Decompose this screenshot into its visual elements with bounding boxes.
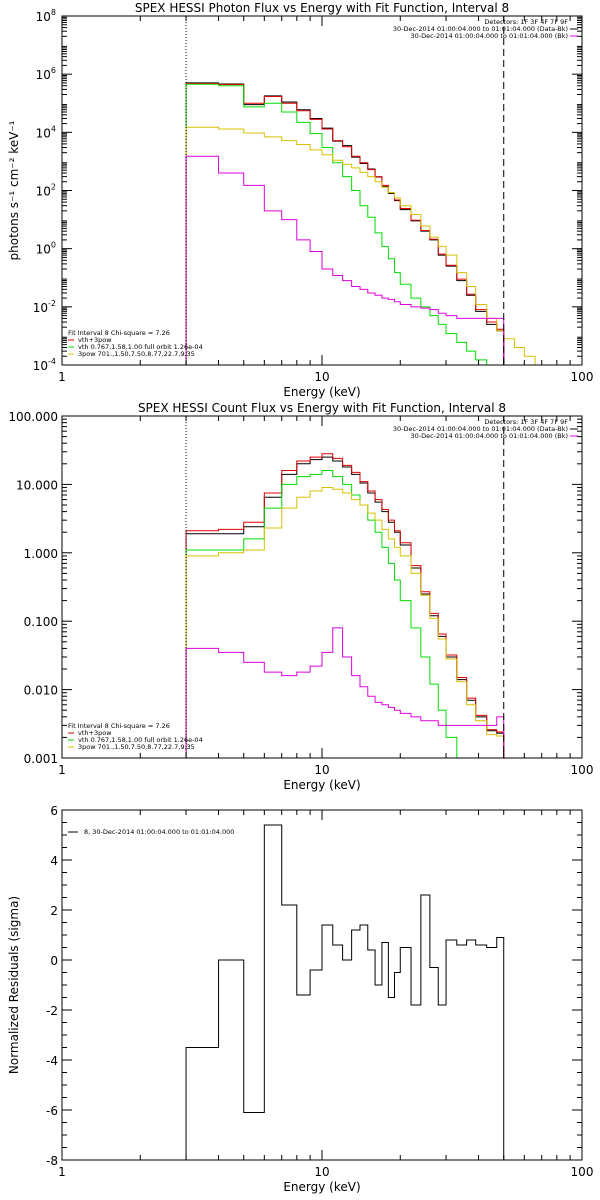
y-tick-label: 1.000 [24,547,58,561]
plot-frame [61,15,583,366]
legend-left-entry: vth 0.767,1.58,1.00 full orbit 1.26e-04 [78,343,203,351]
y-tick-label: 100.000 [8,410,58,424]
legend-left-entry: Fit Interval 8 Chi-square = 7.26 [68,329,170,337]
y-tick-base: 10 [33,359,48,373]
series-line-fit [185,453,505,758]
legend-right-entry: 30-Dec-2014 01:00:04.000 to 01:01:04.000… [411,432,569,440]
y-tick-label: 6 [50,804,58,818]
y-tick-base: 10 [33,301,48,315]
x-tick-label: 100 [571,763,594,777]
y-tick-exponent: 0 [51,241,56,250]
legend-right-entry: Detectors: 1F 3F 4F 7F 9F [484,18,568,26]
x-tick-label: 1 [58,1165,66,1179]
legend-left-entry: vth+3pow [78,336,112,344]
y-tick-exponent: -2 [48,299,56,308]
y-tick-base: 10 [36,243,51,257]
y-tick-label: 106 [36,66,56,82]
legend-right-entry: Detectors: 1F 3F 4F 7F 9F [484,418,568,426]
series-line-fit [185,82,505,365]
y-tick-label: -2 [46,1004,58,1018]
y-tick-label: -8 [46,1154,58,1168]
legend-right-entry: 30-Dec-2014 01:00:04.000 to 01:01:04.000… [393,425,568,433]
x-tick-label: 1 [58,763,66,777]
legend-right-entry: 30-Dec-2014 01:00:04.000 to 01:01:04.000… [393,25,568,33]
y-tick-label: 104 [36,124,56,140]
legend-left-entry: Fit Interval 8 Chi-square = 7.26 [68,722,170,730]
y-axis-label: Normalized Residuals (sigma) [7,896,21,1074]
legend-right-entry: 30-Dec-2014 01:00:04.000 to 01:01:04.000… [411,32,569,40]
y-tick-base: 10 [36,185,51,199]
y-tick-base: 10 [36,68,51,82]
y-tick-exponent: -4 [48,357,56,366]
x-axis-label: Energy (keV) [283,778,360,792]
x-tick-label: 1 [58,370,66,384]
y-tick-exponent: 2 [51,183,56,192]
y-tick-label: -4 [46,1054,58,1068]
series-line-background [185,155,505,365]
y-tick-label: 4 [50,854,58,868]
legend-left-entry: vth 0.767,1.58,1.00 full orbit 1.26e-04 [78,736,203,744]
legend-left-entry: 3pow 701.,1.50,7.50,8.77,22.7,9.35 [78,350,195,358]
series-line-powerlaw [185,126,557,366]
x-tick-label: 10 [314,370,329,384]
x-tick-label: 100 [571,370,594,384]
chart-panel-2: 1 10 100 0.001 0.010 0.100 1.000 10.000 100.000 S… [8,401,593,792]
y-tick-label: 108 [36,8,56,24]
y-tick-label: 10-2 [33,299,56,315]
y-tick-exponent: 4 [51,124,56,133]
x-tick-label: 100 [571,1165,594,1179]
y-tick-label: 0.100 [24,615,58,629]
legend-left-entry: 8, 30-Dec-2014 01:00:04.000 to 01:01:04.… [84,828,234,836]
y-tick-base: 10 [36,10,51,24]
series-line-total [185,456,505,758]
legend-left-entry: 3pow 701.,1.50,7.50,8.77,22.7,9.35 [78,743,195,751]
y-tick-label: -6 [46,1104,58,1118]
x-tick-label: 10 [314,763,329,777]
series-line-total [185,824,505,1160]
series-line-thermal [185,469,504,759]
y-tick-label: 10-4 [33,357,56,373]
series-line-powerlaw [185,487,505,758]
y-tick-label: 100 [36,241,56,257]
x-axis-label: Energy (keV) [283,385,360,399]
y-tick-label: 102 [36,183,56,199]
y-tick-exponent: 8 [51,8,56,17]
series-line-background [185,627,505,758]
y-tick-label: 0.001 [24,752,58,766]
y-tick-label: 2 [50,904,58,918]
y-tick-label: 0 [50,954,58,968]
legend-left-entry: vth+3pow [78,729,112,737]
y-tick-label: 10.000 [16,478,58,492]
chart-title: SPEX HESSI Count Flux vs Energy with Fit… [138,401,506,415]
x-axis-label: Energy (keV) [283,1180,360,1194]
series-line-total [185,82,505,365]
series-line-thermal [185,83,504,366]
chart-panel-3: 1 10 100 -8 -6 -4 -2 0 2 4 6 Energy (keV) Normalized… [7,804,593,1194]
y-tick-base: 10 [36,126,51,140]
y-tick-exponent: 6 [51,66,56,75]
chart-title: SPEX HESSI Photon Flux vs Energy with Fi… [135,1,509,15]
y-axis-label: photons s⁻¹ cm⁻² keV⁻¹ [7,120,21,260]
y-tick-label: 0.010 [24,684,58,698]
x-tick-label: 10 [314,1165,329,1179]
